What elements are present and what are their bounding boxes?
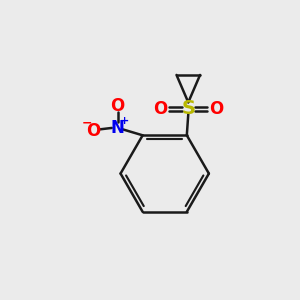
Text: O: O [110, 97, 125, 115]
Text: −: − [82, 116, 92, 129]
Text: O: O [209, 100, 224, 118]
Text: S: S [181, 99, 195, 118]
Text: O: O [153, 100, 167, 118]
Text: +: + [120, 116, 130, 126]
Text: N: N [111, 119, 124, 137]
Text: O: O [86, 122, 100, 140]
